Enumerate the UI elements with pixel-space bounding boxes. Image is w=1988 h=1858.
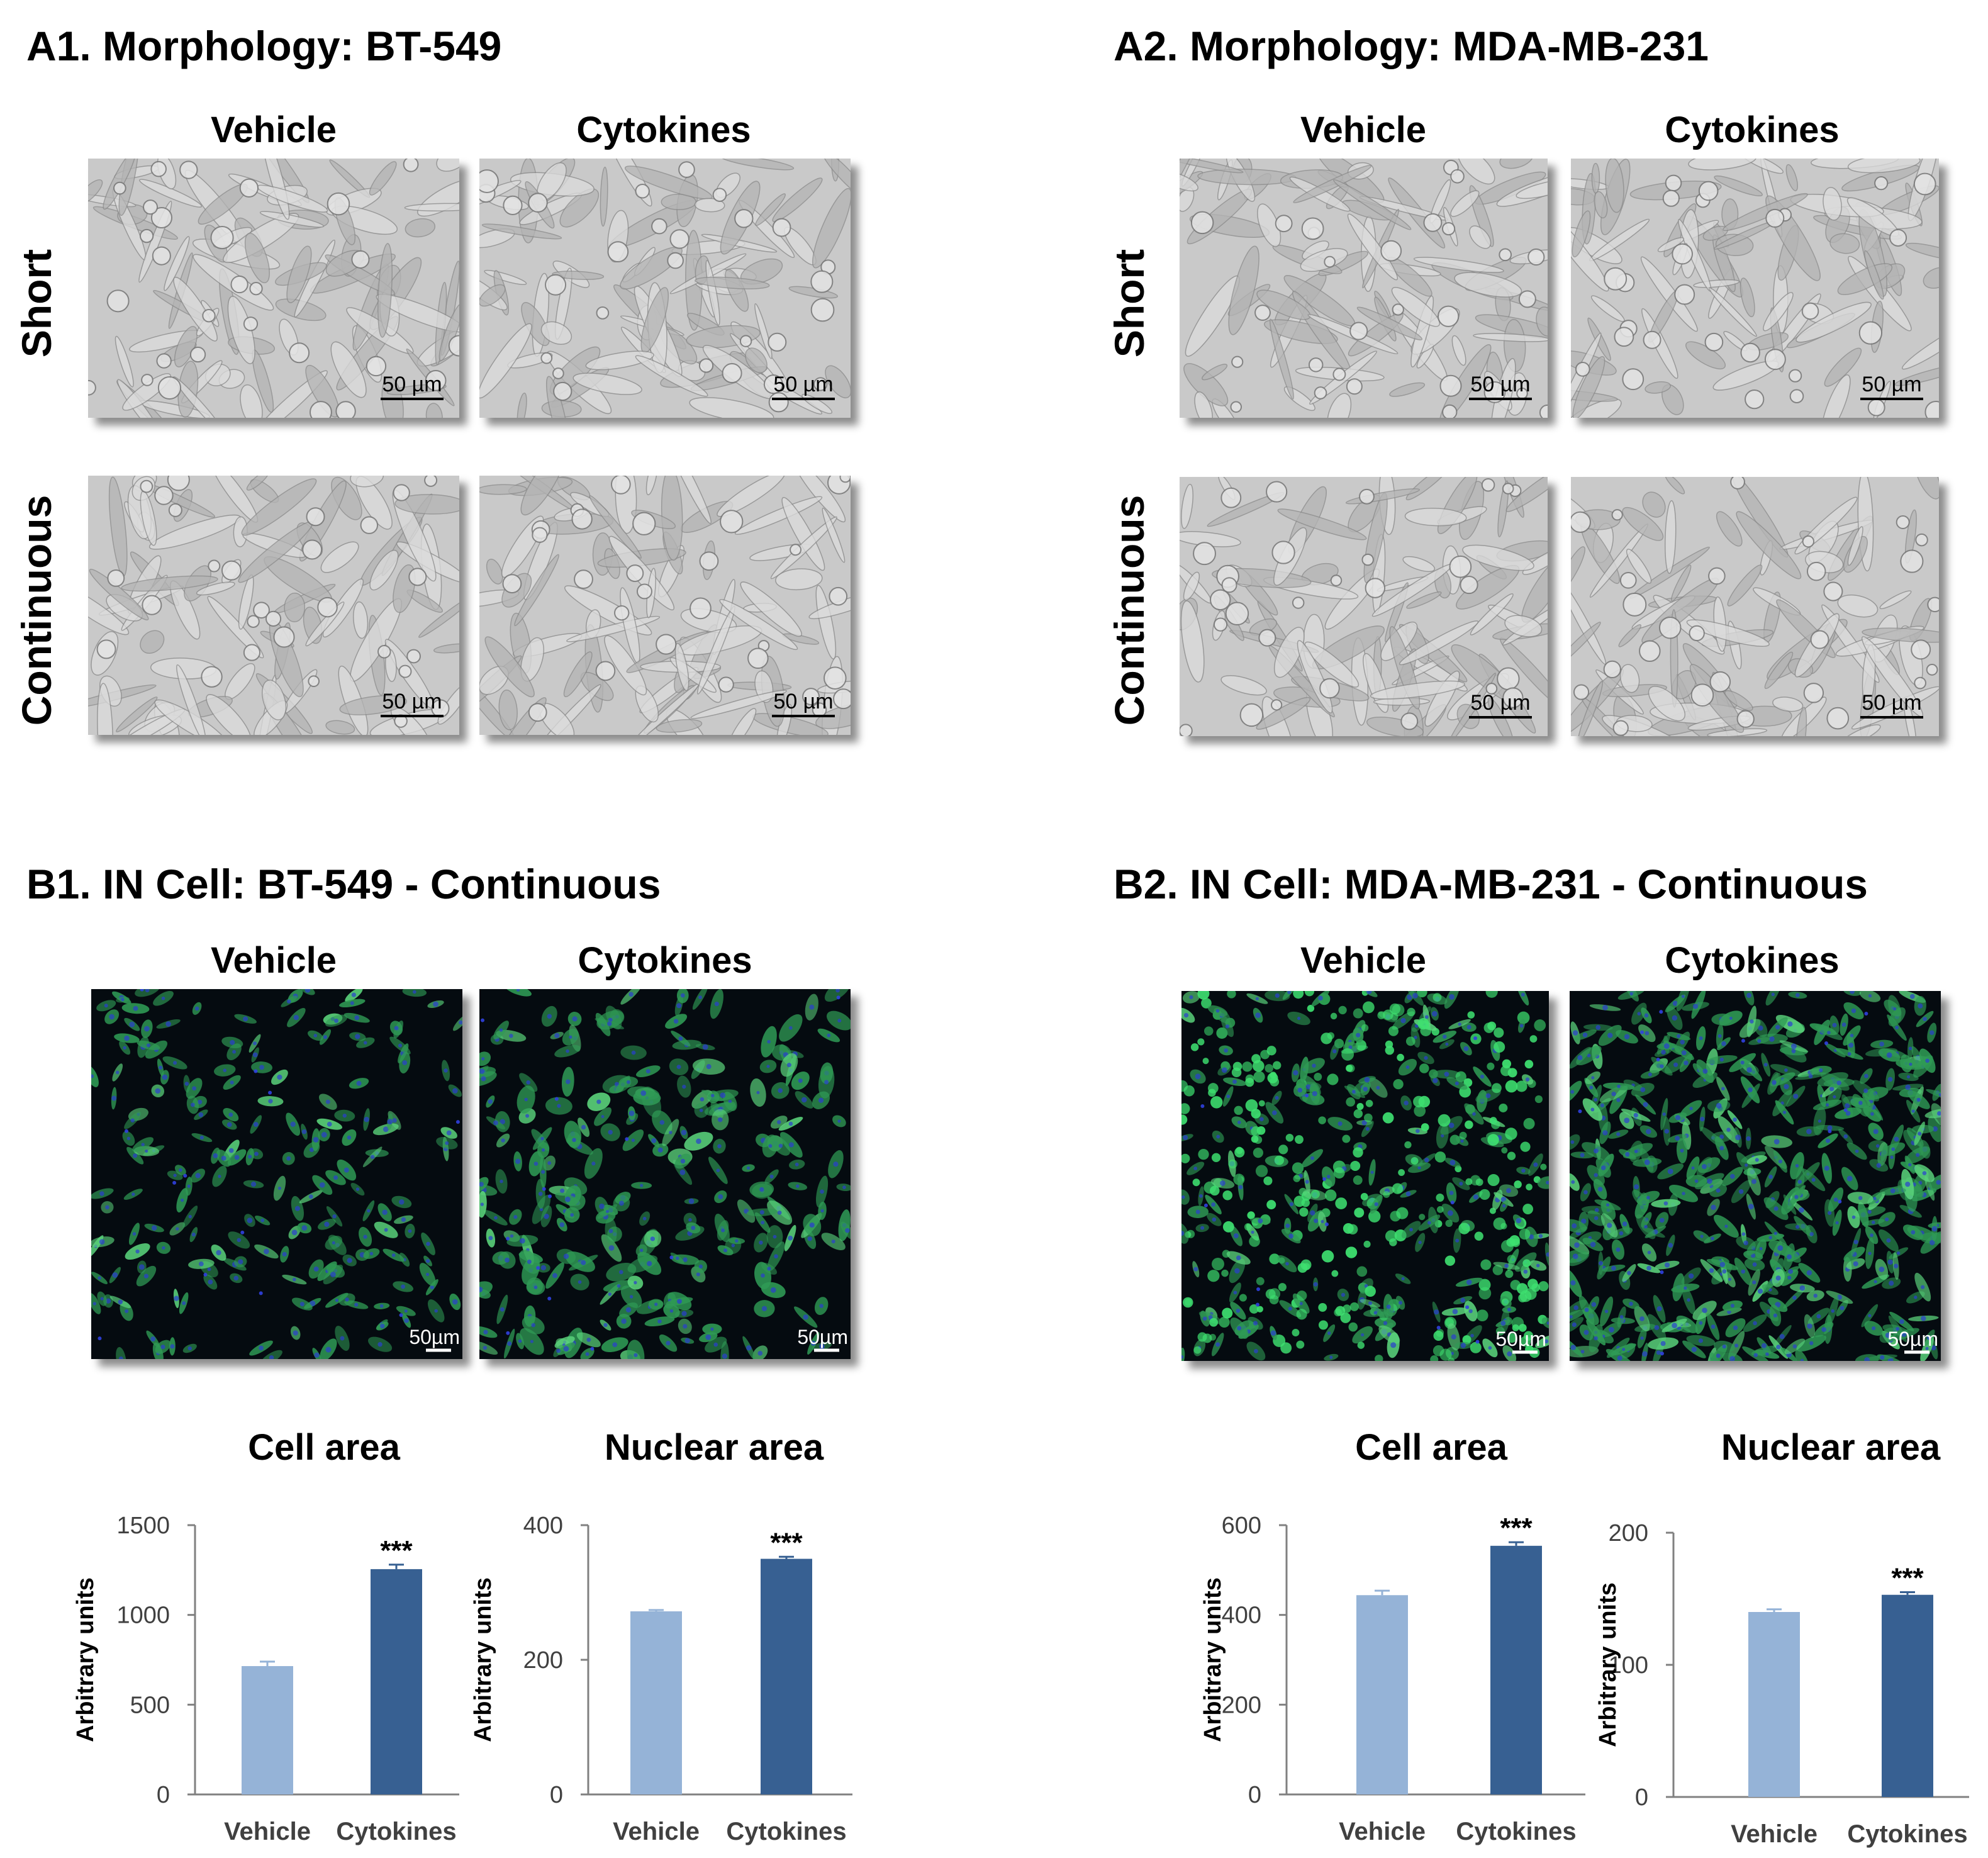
- category-label: Cytokines: [1456, 1818, 1576, 1845]
- b1-col-label-cytokines: Cytokines: [578, 940, 752, 981]
- y-tick-label: 0: [1248, 1782, 1261, 1808]
- b2-cytokines-fluorescence-image: 50µm: [1570, 991, 1941, 1361]
- scale-bar-label: 50µm: [1887, 1328, 1938, 1350]
- a2-short-cytokines-image: 50 µm: [1571, 159, 1939, 418]
- category-label: Vehicle: [1339, 1818, 1426, 1845]
- a2-col-label-vehicle: Vehicle: [1300, 109, 1426, 150]
- panel-b1-title: B1. IN Cell: BT-549 - Continuous: [26, 861, 661, 907]
- b2-vehicle-fluorescence-image: 50µm: [1181, 991, 1549, 1361]
- y-tick-label: 1000: [116, 1603, 170, 1629]
- category-label: Vehicle: [613, 1818, 700, 1845]
- scale-bar-label: 50 µm: [1862, 691, 1921, 715]
- significance-label: ***: [1500, 1513, 1533, 1543]
- scale-bar-label: 50 µm: [1862, 372, 1921, 396]
- scale-bar-label: 50µm: [1495, 1328, 1546, 1350]
- panel-b2-title: B2. IN Cell: MDA-MB-231 - Continuous: [1114, 861, 1868, 907]
- a1-short-vehicle-image: 50 µm: [88, 159, 459, 418]
- y-tick-label: 600: [1222, 1513, 1261, 1539]
- y-axis-label: Arbitrary units: [72, 1577, 99, 1742]
- y-tick-label: 400: [523, 1513, 563, 1539]
- bar-cytokines: [371, 1569, 422, 1794]
- y-tick-label: 1500: [116, 1513, 170, 1539]
- a2-continuous-cytokines-image: 50 µm: [1571, 477, 1939, 736]
- category-label: Cytokines: [336, 1818, 456, 1845]
- scale-bar-label: 50 µm: [773, 372, 833, 396]
- scale-bar-label: 50 µm: [1470, 691, 1530, 715]
- b2-cell-area-chart-title: Cell area: [1355, 1427, 1507, 1468]
- b1-nuclear-area-chart-title: Nuclear area: [604, 1427, 824, 1468]
- a1-col-label-cytokines: Cytokines: [576, 109, 751, 150]
- a1-continuous-vehicle-image: 50 µm: [88, 476, 459, 735]
- bar-cytokines: [1882, 1594, 1933, 1797]
- bar-vehicle: [242, 1665, 293, 1794]
- b2-nuclear-area-chart-title: Nuclear area: [1721, 1427, 1941, 1468]
- y-tick-label: 0: [1635, 1784, 1648, 1811]
- bar-vehicle: [630, 1611, 682, 1794]
- b2-col-label-cytokines: Cytokines: [1665, 940, 1840, 981]
- y-tick-label: 100: [1609, 1652, 1648, 1679]
- scale-bar-label: 50 µm: [382, 372, 442, 396]
- scale-bar-label: 50 µm: [773, 690, 833, 714]
- scale-bar-label: 50 µm: [1470, 372, 1530, 396]
- bar-cytokines: [1490, 1545, 1542, 1794]
- y-tick-label: 200: [1222, 1692, 1261, 1718]
- a2-short-vehicle-image: 50 µm: [1180, 159, 1548, 418]
- significance-label: ***: [380, 1535, 413, 1566]
- a2-col-label-cytokines: Cytokines: [1665, 109, 1840, 150]
- significance-label: ***: [1891, 1563, 1924, 1594]
- y-tick-label: 500: [130, 1692, 170, 1718]
- b1-cell-area-chart-title: Cell area: [248, 1427, 400, 1468]
- y-tick-label: 400: [1222, 1603, 1261, 1629]
- scale-bar-label: 50 µm: [382, 690, 442, 714]
- a1-continuous-cytokines-image: 50 µm: [479, 476, 851, 735]
- y-axis-label: Arbitrary units: [1595, 1582, 1621, 1747]
- y-tick-label: 200: [523, 1647, 563, 1674]
- y-axis-label: Arbitrary units: [1200, 1577, 1226, 1742]
- y-tick-label: 0: [157, 1782, 170, 1808]
- panel-a1-title: A1. Morphology: BT-549: [26, 23, 502, 69]
- bar-vehicle: [1748, 1612, 1800, 1797]
- category-label: Cytokines: [726, 1818, 846, 1845]
- category-label: Vehicle: [224, 1818, 311, 1845]
- category-label: Cytokines: [1847, 1820, 1967, 1848]
- scale-bar-label: 50µm: [797, 1326, 848, 1348]
- significance-label: ***: [770, 1527, 803, 1558]
- a1-col-label-vehicle: Vehicle: [211, 109, 337, 150]
- bar-vehicle: [1356, 1595, 1408, 1794]
- b1-vehicle-fluorescence-image: 50µm: [91, 989, 462, 1359]
- bar-cytokines: [761, 1559, 812, 1794]
- y-tick-label: 200: [1609, 1520, 1648, 1547]
- y-axis-label: Arbitrary units: [470, 1577, 496, 1742]
- b2-col-label-vehicle: Vehicle: [1300, 940, 1426, 981]
- a2-continuous-vehicle-image: 50 µm: [1180, 477, 1548, 736]
- y-tick-label: 0: [550, 1782, 563, 1808]
- panel-a2-title: A2. Morphology: MDA-MB-231: [1114, 23, 1709, 69]
- b1-col-label-vehicle: Vehicle: [211, 940, 337, 981]
- a1-short-cytokines-image: 50 µm: [479, 159, 851, 418]
- b1-cytokines-fluorescence-image: 50µm: [479, 989, 851, 1359]
- category-label: Vehicle: [1731, 1820, 1818, 1848]
- scale-bar-label: 50µm: [409, 1326, 460, 1348]
